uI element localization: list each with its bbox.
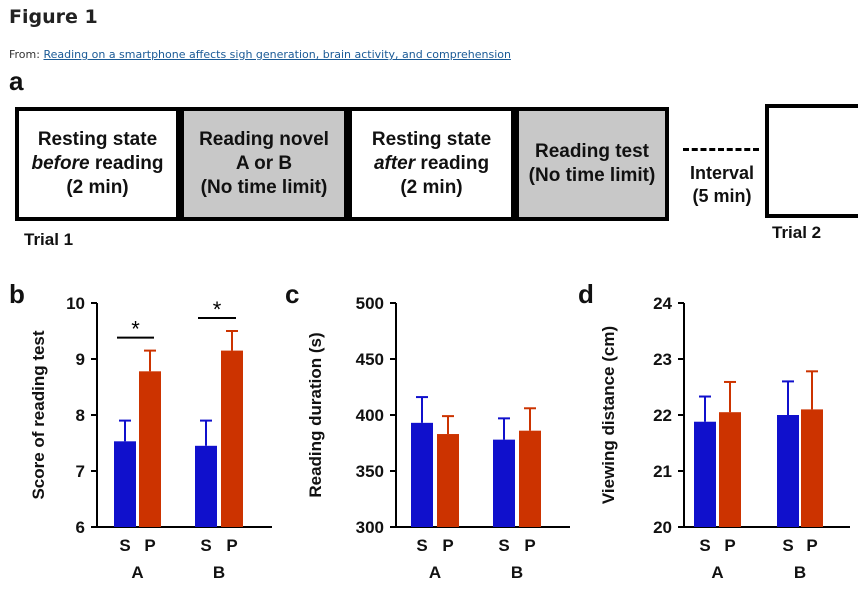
panel-c-condition-label: S [416,536,427,555]
trial-2-label: Trial 2 [772,223,822,242]
panel-d-group-label: A [711,563,723,582]
box3-line2-rest: reading [415,153,490,174]
panel-d-group-label: B [794,563,806,582]
box1-emphasis: before [31,153,90,174]
trial-1-label: Trial 1 [24,230,74,249]
interval-dashed-line [683,148,759,151]
box4-line1: Reading test [534,141,649,162]
panel-c-condition-label: S [498,536,509,555]
panel-b-condition-label: P [144,536,155,555]
box3-line1: Resting state [371,129,492,150]
panel-d-y-tick-label: 22 [653,406,672,425]
interval-label: Interval (5 min) [680,162,764,208]
interval-line1: Interval [689,163,755,183]
panel-b-y-tick-label: 7 [76,462,85,481]
panel-b-bar-A-S [114,441,136,527]
box2-line1: Reading novel [199,129,329,150]
panel-c-bar-B-S [493,439,515,527]
panel-d-bar-B-S [777,415,799,527]
panel-b-y-tick-label: 6 [76,518,85,537]
box3-line2: after reading [372,152,491,176]
from-prefix: From: [9,48,44,61]
panel-c-y-tick-label: 450 [356,350,384,369]
panel-b-condition-label: S [119,536,130,555]
panel-d-y-tick-label: 20 [653,518,672,537]
panel-b-group-label: A [131,563,143,582]
panel-d-y-tick-label: 23 [653,350,672,369]
reading-test-box: Reading test (No time limit) [515,107,669,221]
panel-d-y-tick-label: 21 [653,462,672,481]
panel-c-y-tick-label: 300 [356,518,384,537]
panel-b-condition-label: S [200,536,211,555]
panel-b-bar-A-P [139,371,161,527]
box3-line3: (2 min) [400,177,463,198]
resting-after-box: Resting state after reading (2 min) [348,107,515,221]
panel-c-group-label: B [511,563,523,582]
panel-c-bar-A-P [437,434,459,527]
panel-c-condition-label: P [442,536,453,555]
trial2-box [765,104,858,218]
panel-b-significance-star: * [213,297,222,322]
panel-c-condition-label: P [524,536,535,555]
panel-d-condition-label: S [699,536,710,555]
panel-d-bar-A-P [719,412,741,527]
panel-c-y-tick-label: 350 [356,462,384,481]
panel-d-condition-label: P [806,536,817,555]
panel-c-bar-B-P [519,430,541,527]
box1-line2: before reading [32,152,164,176]
box3-emphasis: after [373,153,416,174]
panel-c-letter: c [285,279,299,309]
panel-d-bar-A-S [694,421,716,527]
panel-c-y-tick-label: 500 [356,294,384,313]
panel-b-significance-star: * [131,317,140,342]
panel-b-letter: b [9,279,25,309]
box2-line3: (No time limit) [200,177,328,198]
panel-d-y-tick-label: 24 [653,294,672,313]
box2-line2: A or B [235,153,293,174]
box4-line2: (No time limit) [528,165,656,186]
panel-b-y-axis-label: Score of reading test [29,330,48,499]
panel-b-group-label: B [213,563,225,582]
panel-b-condition-label: P [226,536,237,555]
box1-line3: (2 min) [66,177,129,198]
panel-b-bar-B-P [221,350,243,527]
interval-line2: (5 min) [692,186,752,206]
reading-novel-box: Reading novel A or B (No time limit) [180,107,348,221]
panel-b-y-tick-label: 8 [76,406,85,425]
panel-c-group-label: A [429,563,441,582]
panel-b-bar-B-S [195,445,217,527]
panel-d-y-axis-label: Viewing distance (cm) [599,326,618,504]
panel-d-letter: d [578,279,594,309]
panel-a-letter: a [9,66,24,96]
panel-d-condition-label: S [782,536,793,555]
box1-line1: Resting state [37,129,158,150]
box1-line2-rest: reading [89,153,164,174]
panel-c-bar-A-S [411,422,433,527]
panel-c-y-tick-label: 400 [356,406,384,425]
figure-title: Figure 1 [9,6,98,28]
panel-b-y-tick-label: 9 [76,350,85,369]
panel-c-y-axis-label: Reading duration (s) [306,332,325,497]
resting-before-box: Resting state before reading (2 min) [15,107,180,221]
source-article-link[interactable]: Reading on a smartphone affects sigh gen… [43,48,511,61]
panel-d-condition-label: P [724,536,735,555]
panel-d-bar-B-P [801,409,823,527]
panel-b-y-tick-label: 10 [66,294,85,313]
source-line: From: Reading on a smartphone affects si… [9,48,511,61]
